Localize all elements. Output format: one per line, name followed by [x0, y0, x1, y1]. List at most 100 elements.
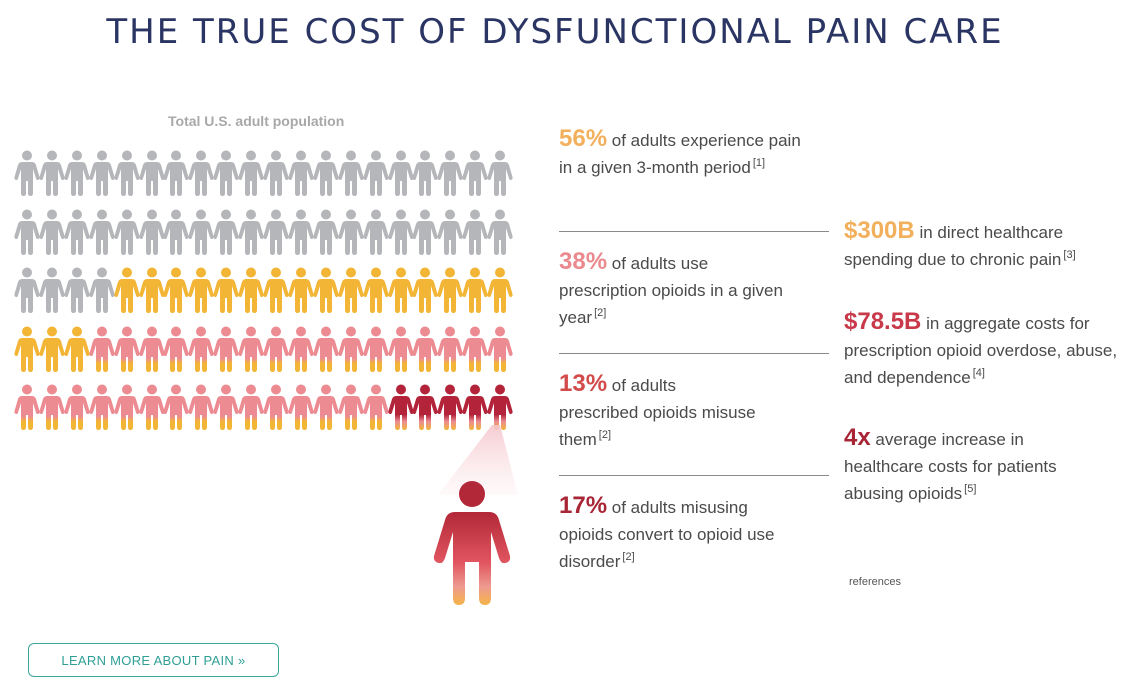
- person-icon: [363, 326, 389, 372]
- person-icon: [188, 326, 214, 372]
- stat-value: $300B: [844, 217, 915, 244]
- citation[interactable]: [2]: [622, 551, 635, 563]
- person-icon: [39, 150, 65, 196]
- person-icon: [437, 150, 463, 196]
- person-icon: [238, 267, 264, 313]
- stat-text: of adults experience pain in a given 3-m…: [559, 131, 801, 177]
- person-icon: [89, 326, 115, 372]
- person-icon: [39, 209, 65, 255]
- person-icon: [163, 384, 189, 430]
- person-icon: [338, 150, 364, 196]
- person-icon: [213, 209, 239, 255]
- citation[interactable]: [3]: [1063, 249, 1076, 261]
- person-icon: [388, 384, 414, 430]
- person-icon: [188, 267, 214, 313]
- person-icon: [412, 267, 438, 313]
- person-icon: [263, 267, 289, 313]
- person-icon: [263, 209, 289, 255]
- stat-value: $78.5B: [844, 308, 922, 335]
- person-icon: [313, 384, 339, 430]
- person-icon: [114, 150, 140, 196]
- person-icon: [487, 209, 513, 255]
- person-icon: [462, 150, 488, 196]
- person-icon: [412, 150, 438, 196]
- person-icon: [114, 326, 140, 372]
- person-icon: [388, 150, 414, 196]
- person-icon: [139, 384, 165, 430]
- learn-more-button[interactable]: LEARN MORE ABOUT PAIN »: [28, 643, 279, 677]
- person-icon: [89, 384, 115, 430]
- person-icon: [14, 384, 40, 430]
- divider: [559, 231, 829, 232]
- person-icon: [437, 384, 463, 430]
- person-icon: [363, 267, 389, 313]
- stat-pain-prevalence: 56% of adults experience pain in a given…: [559, 125, 809, 181]
- person-icon: [338, 267, 364, 313]
- person-icon: [388, 209, 414, 255]
- stat-value: 17%: [559, 492, 608, 519]
- stat-text: in aggregate costs for prescription opio…: [844, 314, 1118, 387]
- person-icon: [313, 209, 339, 255]
- stat-text: of adults misusing opioids convert to op…: [559, 498, 775, 571]
- person-icon: [39, 384, 65, 430]
- person-icon: [163, 267, 189, 313]
- person-icon: [114, 267, 140, 313]
- person-icon: [14, 150, 40, 196]
- person-icon: [338, 209, 364, 255]
- stat-text: average increase in healthcare costs for…: [844, 430, 1057, 503]
- references-link[interactable]: references: [849, 576, 901, 588]
- person-icon: [238, 326, 264, 372]
- page-title: THE TRUE COST OF DYSFUNCTIONAL PAIN CARE: [106, 12, 1004, 52]
- person-icon: [363, 209, 389, 255]
- person-icon: [163, 150, 189, 196]
- person-icon: [14, 209, 40, 255]
- person-icon: [64, 384, 90, 430]
- person-icon: [139, 150, 165, 196]
- person-icon: [263, 384, 289, 430]
- population-label: Total U.S. adult population: [168, 113, 345, 129]
- person-icon: [462, 209, 488, 255]
- person-icon: [213, 326, 239, 372]
- citation[interactable]: [2]: [598, 429, 612, 441]
- person-icon: [238, 150, 264, 196]
- person-icon: [288, 209, 314, 255]
- person-icon: [14, 267, 40, 313]
- person-icon: [238, 384, 264, 430]
- citation[interactable]: [2]: [594, 307, 607, 319]
- person-icon: [64, 209, 90, 255]
- person-icon: [437, 326, 463, 372]
- person-icon: [64, 326, 90, 372]
- stat-value: 4x: [844, 424, 871, 451]
- person-icon: [388, 326, 414, 372]
- divider: [559, 475, 829, 476]
- citation[interactable]: [4]: [972, 367, 985, 379]
- stat-aggregate-costs: $78.5B in aggregate costs for prescripti…: [844, 308, 1129, 391]
- person-icon: [163, 326, 189, 372]
- person-icon: [338, 384, 364, 430]
- person-icon: [487, 150, 513, 196]
- stat-value: 13%: [559, 370, 608, 397]
- citation[interactable]: [5]: [964, 483, 977, 495]
- person-icon: [139, 326, 165, 372]
- person-icon: [89, 150, 115, 196]
- person-icon: [487, 384, 513, 430]
- person-icon: [363, 384, 389, 430]
- highlight-beam: [438, 425, 518, 495]
- person-icon: [288, 267, 314, 313]
- stat-opioid-use: 38% of adults use prescription opioids i…: [559, 248, 799, 331]
- person-icon: [462, 384, 488, 430]
- person-icon: [288, 150, 314, 196]
- person-icon: [213, 384, 239, 430]
- person-icon: [64, 267, 90, 313]
- population-grid: [14, 150, 519, 440]
- person-icon: [313, 150, 339, 196]
- stat-use-disorder: 17% of adults misusing opioids convert t…: [559, 492, 789, 575]
- person-icon: [188, 384, 214, 430]
- person-icon: [288, 384, 314, 430]
- person-icon: [213, 267, 239, 313]
- person-icon: [89, 267, 115, 313]
- citation[interactable]: [1]: [752, 157, 766, 169]
- stat-opioid-misuse: 13% of adults prescribed opioids misuse …: [559, 370, 759, 453]
- person-icon: [39, 267, 65, 313]
- person-icon: [114, 384, 140, 430]
